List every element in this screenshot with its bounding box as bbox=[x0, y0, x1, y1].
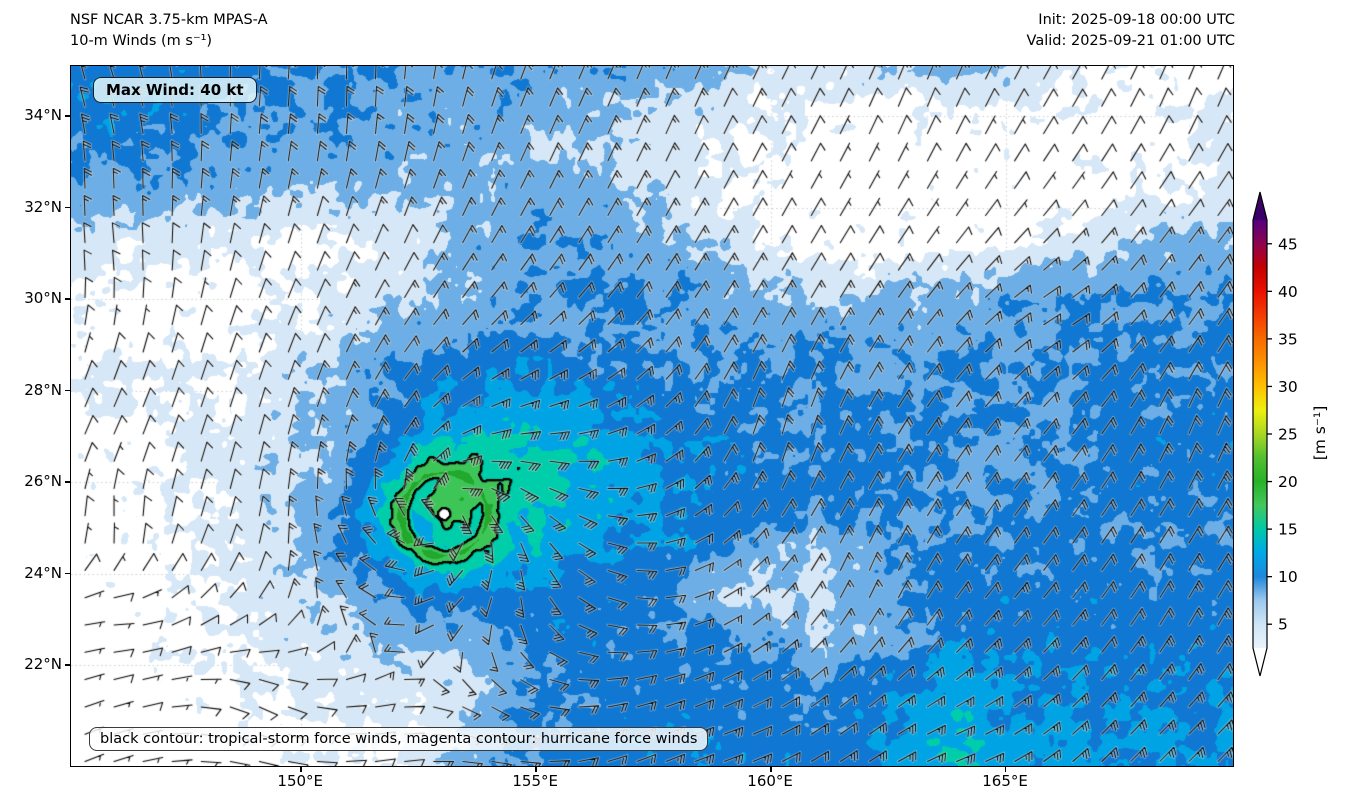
colorbar-over-arrow bbox=[1253, 192, 1267, 220]
y-tick-mark bbox=[65, 206, 70, 209]
title-line-2: 10-m Winds (m s⁻¹) bbox=[70, 33, 213, 49]
colorbar-tick-label: 5 bbox=[1278, 616, 1288, 634]
colorbar-tick-label: 15 bbox=[1278, 521, 1298, 539]
colorbar-tick-label: 40 bbox=[1278, 283, 1298, 301]
y-tick-mark bbox=[65, 389, 70, 392]
wind-field-canvas bbox=[71, 66, 1233, 766]
plot-title: NSF NCAR 3.75-km MPAS-A 10-m Winds (m s⁻… bbox=[70, 10, 268, 52]
y-tick-label: 26°N bbox=[24, 472, 62, 491]
colorbar-under-arrow bbox=[1253, 648, 1267, 676]
colorbar-tick-label: 35 bbox=[1278, 330, 1298, 348]
run-times: Init: 2025-09-18 00:00 UTC Valid: 2025-0… bbox=[1027, 10, 1235, 52]
init-time: Init: 2025-09-18 00:00 UTC bbox=[1038, 12, 1235, 28]
y-tick-label: 28°N bbox=[24, 380, 62, 399]
x-tick-mark bbox=[300, 766, 302, 772]
x-tick-label: 150°E bbox=[277, 772, 324, 790]
colorbar-tick-label: 30 bbox=[1278, 378, 1298, 396]
x-tick-mark bbox=[1005, 766, 1007, 772]
x-tick-mark bbox=[770, 766, 772, 772]
title-line-1: NSF NCAR 3.75-km MPAS-A bbox=[70, 12, 268, 28]
colorbar-units-label: [m s⁻¹] bbox=[1311, 406, 1329, 461]
y-tick-mark bbox=[65, 115, 70, 117]
colorbar-gradient-body bbox=[1253, 220, 1267, 648]
y-tick-label: 24°N bbox=[24, 563, 62, 582]
y-tick-label: 34°N bbox=[24, 106, 62, 125]
y-tick-mark bbox=[65, 664, 70, 666]
colorbar-tick-label: 20 bbox=[1278, 473, 1298, 491]
max-wind-badge: Max Wind: 40 kt bbox=[93, 77, 257, 103]
y-tick-label: 32°N bbox=[24, 197, 62, 216]
y-tick-mark bbox=[65, 572, 70, 575]
x-tick-mark bbox=[535, 766, 537, 772]
map-axes: Max Wind: 40 kt black contour: tropical-… bbox=[70, 65, 1234, 767]
valid-time: Valid: 2025-09-21 01:00 UTC bbox=[1026, 33, 1235, 49]
colorbar-tick-label: 25 bbox=[1278, 426, 1298, 444]
y-tick-mark bbox=[65, 298, 70, 300]
y-tick-label: 22°N bbox=[24, 655, 62, 674]
x-tick-label: 155°E bbox=[512, 772, 558, 790]
y-tick-mark bbox=[65, 481, 70, 483]
colorbar-tick-label: 45 bbox=[1278, 235, 1298, 253]
contour-legend-note: black contour: tropical-storm force wind… bbox=[89, 727, 709, 751]
x-tick-label: 165°E bbox=[982, 772, 1028, 790]
x-tick-label: 160°E bbox=[747, 772, 793, 790]
y-tick-label: 30°N bbox=[24, 289, 62, 308]
colorbar-tick-label: 10 bbox=[1278, 568, 1298, 586]
colorbar: 5 10 15 20 25 30 35 40 45 [m s⁻¹] bbox=[1252, 191, 1329, 677]
